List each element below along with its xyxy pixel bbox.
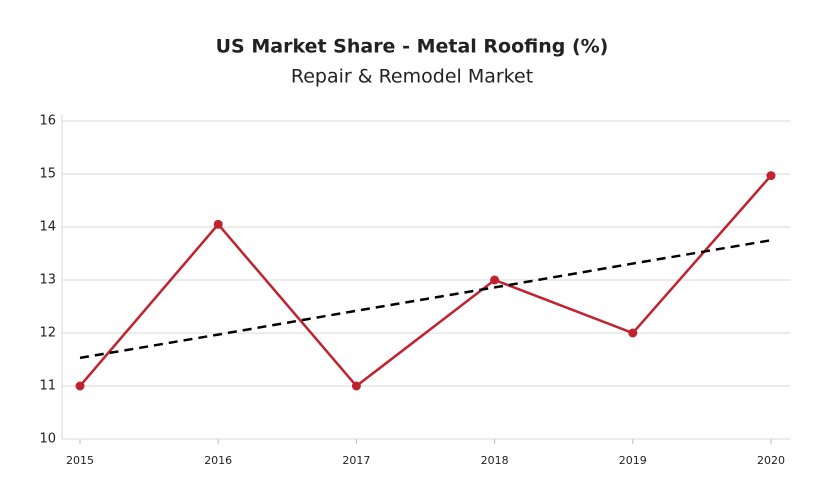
chart-title: US Market Share - Metal Roofing (%) [216, 36, 609, 58]
data-point [628, 328, 638, 338]
x-tick-label: 2019 [619, 454, 647, 467]
data-point [75, 381, 85, 391]
y-tick-label: 15 [39, 167, 56, 182]
data-point [490, 275, 500, 285]
x-tick-label: 2018 [481, 454, 509, 467]
data-point [351, 381, 361, 391]
x-tick-label: 2020 [757, 454, 785, 467]
data-line [79, 174, 772, 388]
chart-subtitle: Repair & Remodel Market [291, 66, 533, 88]
data-point [766, 171, 776, 181]
trend-line [79, 239, 772, 360]
y-tick-label: 16 [39, 114, 56, 129]
x-tick-label: 2015 [66, 454, 94, 467]
y-tick-label: 14 [39, 220, 56, 235]
y-tick-label: 12 [39, 326, 56, 341]
data-point [213, 219, 223, 229]
x-tick-label: 2016 [204, 454, 232, 467]
y-tick-label: 13 [39, 273, 56, 288]
y-tick-label: 10 [39, 432, 56, 447]
x-tick-label: 2017 [342, 454, 370, 467]
y-tick-label: 11 [39, 379, 56, 394]
